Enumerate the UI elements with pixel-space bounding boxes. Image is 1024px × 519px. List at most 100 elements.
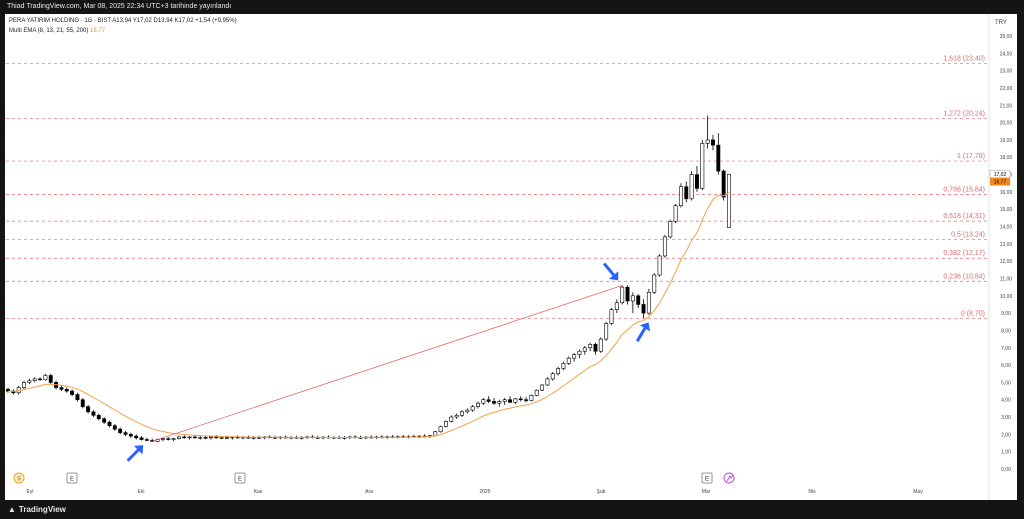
candle-body[interactable]: [524, 399, 529, 401]
candle-body[interactable]: [144, 439, 149, 441]
candle-body[interactable]: [43, 375, 48, 381]
candle-body[interactable]: [652, 274, 657, 293]
candle-body[interactable]: [112, 425, 117, 430]
candle-body[interactable]: [588, 343, 593, 349]
earnings-marker[interactable]: [234, 472, 246, 484]
candle-body[interactable]: [443, 421, 448, 427]
candle-body[interactable]: [497, 401, 502, 404]
currency-label[interactable]: TRY: [995, 20, 1007, 26]
candle-body[interactable]: [160, 438, 165, 440]
candle-body[interactable]: [128, 434, 133, 437]
annotation-arrow-pullback[interactable]: [635, 327, 647, 342]
candle-body[interactable]: [486, 399, 491, 402]
candle-body[interactable]: [694, 174, 699, 189]
candle-body[interactable]: [550, 373, 555, 380]
trendline[interactable]: [152, 285, 623, 442]
annotation-arrow-low[interactable]: [126, 449, 140, 462]
candle-body[interactable]: [22, 382, 26, 388]
candle-body[interactable]: [534, 389, 539, 396]
candle-body[interactable]: [64, 389, 69, 392]
candle-body[interactable]: [182, 436, 187, 439]
candle-body[interactable]: [219, 437, 224, 439]
candle-body[interactable]: [508, 399, 512, 403]
candle-body[interactable]: [118, 428, 123, 433]
candle-body[interactable]: [492, 401, 496, 404]
candle-body[interactable]: [662, 236, 667, 257]
candle-body[interactable]: [123, 432, 128, 435]
candle-body[interactable]: [38, 378, 43, 381]
candle-body[interactable]: [582, 347, 587, 352]
candle-body[interactable]: [561, 363, 566, 369]
candle-body[interactable]: [657, 255, 662, 276]
candle-body[interactable]: [727, 173, 731, 228]
candle-body[interactable]: [646, 292, 651, 314]
candle-body[interactable]: [96, 415, 101, 420]
candle-body[interactable]: [107, 421, 112, 426]
annotation-arrow-high[interactable]: [602, 262, 615, 276]
candle-body[interactable]: [27, 380, 32, 383]
candle-body[interactable]: [230, 436, 235, 439]
legend-indicator-row[interactable]: Multi EMA (8, 13, 21, 55, 200) 16,77: [9, 28, 105, 34]
candle-body[interactable]: [502, 399, 507, 402]
candle-body[interactable]: [513, 398, 518, 403]
tradingview-logo[interactable]: ▲ TradingView: [8, 505, 66, 514]
candle-body[interactable]: [187, 436, 192, 439]
split-marker[interactable]: [13, 472, 25, 484]
candle-body[interactable]: [716, 144, 721, 172]
candle-body[interactable]: [438, 426, 443, 433]
candle-body[interactable]: [614, 302, 619, 310]
candle-body[interactable]: [641, 304, 646, 314]
earnings-marker[interactable]: [701, 472, 713, 484]
candle-body[interactable]: [593, 343, 598, 352]
candle-body[interactable]: [225, 437, 229, 439]
candle-body[interactable]: [134, 435, 139, 439]
chart-frame[interactable]: [5, 14, 1017, 500]
candle-body[interactable]: [80, 399, 85, 407]
candle-body[interactable]: [6, 389, 10, 392]
candle-body[interactable]: [465, 409, 470, 413]
candle-body[interactable]: [198, 437, 203, 439]
candle-body[interactable]: [529, 395, 534, 401]
candle-body[interactable]: [540, 384, 545, 391]
candle-body[interactable]: [192, 436, 197, 439]
candle-body[interactable]: [208, 436, 213, 439]
candle-body[interactable]: [91, 411, 96, 416]
candle-body[interactable]: [449, 416, 454, 422]
candle-body[interactable]: [673, 205, 678, 222]
candle-body[interactable]: [476, 402, 480, 407]
candle-body[interactable]: [721, 170, 726, 198]
candle-body[interactable]: [86, 406, 91, 413]
candle-body[interactable]: [700, 143, 705, 189]
candle-body[interactable]: [556, 368, 561, 375]
candle-body[interactable]: [625, 286, 630, 302]
candle-body[interactable]: [705, 139, 710, 144]
candle-body[interactable]: [566, 357, 571, 364]
candle-body[interactable]: [32, 378, 37, 381]
candle-body[interactable]: [70, 390, 75, 395]
candle-body[interactable]: [577, 350, 582, 355]
candle-body[interactable]: [604, 323, 609, 340]
candle-body[interactable]: [433, 431, 438, 437]
earnings-marker[interactable]: [66, 472, 78, 484]
candle-body[interactable]: [572, 354, 577, 359]
candle-body[interactable]: [689, 174, 694, 200]
candle-body[interactable]: [171, 438, 176, 440]
candle-body[interactable]: [609, 309, 614, 324]
candle-body[interactable]: [598, 338, 603, 352]
candle-body[interactable]: [545, 378, 550, 386]
candle-body[interactable]: [75, 394, 80, 401]
candle-body[interactable]: [176, 436, 181, 439]
candle-body[interactable]: [203, 437, 208, 439]
candle-body[interactable]: [668, 221, 673, 238]
candle-body[interactable]: [518, 398, 523, 401]
candle-body[interactable]: [214, 436, 219, 439]
candle-body[interactable]: [481, 399, 486, 404]
candle-body[interactable]: [139, 437, 144, 440]
candle-body[interactable]: [711, 139, 715, 146]
candle-body[interactable]: [678, 186, 683, 207]
candle-body[interactable]: [636, 295, 641, 305]
candle-body[interactable]: [684, 186, 689, 200]
candle-body[interactable]: [48, 375, 53, 383]
candle-body[interactable]: [166, 438, 171, 440]
